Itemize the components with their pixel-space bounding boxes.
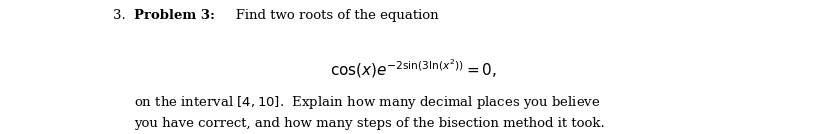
Text: 3.: 3. xyxy=(113,9,126,22)
Text: Problem 3:: Problem 3: xyxy=(134,9,215,22)
Text: $\cos(x)e^{-2\sin(3\ln(x^2))} = 0,$: $\cos(x)e^{-2\sin(3\ln(x^2))} = 0,$ xyxy=(330,58,497,80)
Text: you have correct, and how many steps of the bisection method it took.: you have correct, and how many steps of … xyxy=(134,117,605,130)
Text: on the interval $[4, 10]$.  Explain how many decimal places you believe: on the interval $[4, 10]$. Explain how m… xyxy=(134,94,600,111)
Text: Find two roots of the equation: Find two roots of the equation xyxy=(223,9,439,22)
